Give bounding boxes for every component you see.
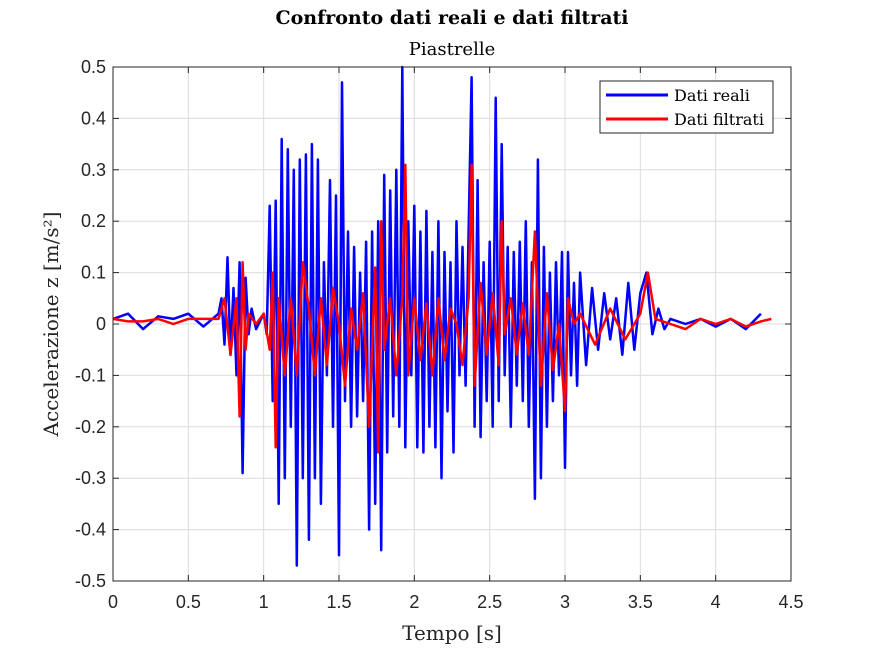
y-tick-label: 0.5 (81, 57, 106, 77)
x-axis-label: Tempo [s] (402, 621, 502, 645)
series-line-dati-reali (112, 65, 762, 567)
x-tick-label: 2.5 (477, 592, 502, 612)
x-tick-label: 3 (560, 592, 570, 612)
x-tick-label: 1.5 (326, 592, 351, 612)
y-tick-label: 0.1 (81, 263, 106, 283)
y-tick-label: -0.5 (75, 571, 106, 591)
y-tick-label: -0.2 (75, 417, 106, 437)
x-tick-label: 0.5 (176, 592, 201, 612)
chart-subtitle: Piastrelle (409, 39, 496, 60)
legend-box (599, 80, 774, 134)
chart-title-group: Confronto dati reali e dati filtrati Pia… (275, 7, 628, 60)
y-tick-label: 0.4 (81, 108, 106, 128)
y-tick-label: -0.4 (75, 520, 106, 540)
legend: Dati reali Dati filtrati (599, 80, 774, 134)
x-tick-label: 1 (259, 592, 269, 612)
x-tick-label: 0 (108, 592, 118, 612)
y-axis-label: Accelerazione z [m/s²] (39, 212, 63, 438)
y-tick-label: -0.3 (75, 468, 106, 488)
plot-series (112, 65, 772, 567)
x-axis-ticks: 0 0.5 1 1.5 2 2.5 3 3.5 4 4.5 (108, 67, 804, 612)
x-tick-label: 4 (711, 592, 721, 612)
y-tick-label: 0.2 (81, 211, 106, 231)
series-line-dati-filtrati (112, 163, 772, 454)
chart-title: Confronto dati reali e dati filtrati (275, 7, 628, 29)
x-tick-label: 2 (409, 592, 419, 612)
y-tick-label: -0.1 (75, 365, 106, 385)
y-tick-label: 0.3 (81, 160, 106, 180)
y-axis-ticks: -0.5 -0.4 -0.3 -0.2 -0.1 0 0.1 0.2 0.3 0.4 0.5 (75, 57, 791, 591)
legend-label-dati-filtrati: Dati filtrati (674, 110, 764, 129)
y-tick-label: 0 (96, 314, 106, 334)
x-tick-label: 3.5 (628, 592, 653, 612)
x-tick-label: 4.5 (778, 592, 803, 612)
legend-label-dati-reali: Dati reali (674, 86, 750, 105)
